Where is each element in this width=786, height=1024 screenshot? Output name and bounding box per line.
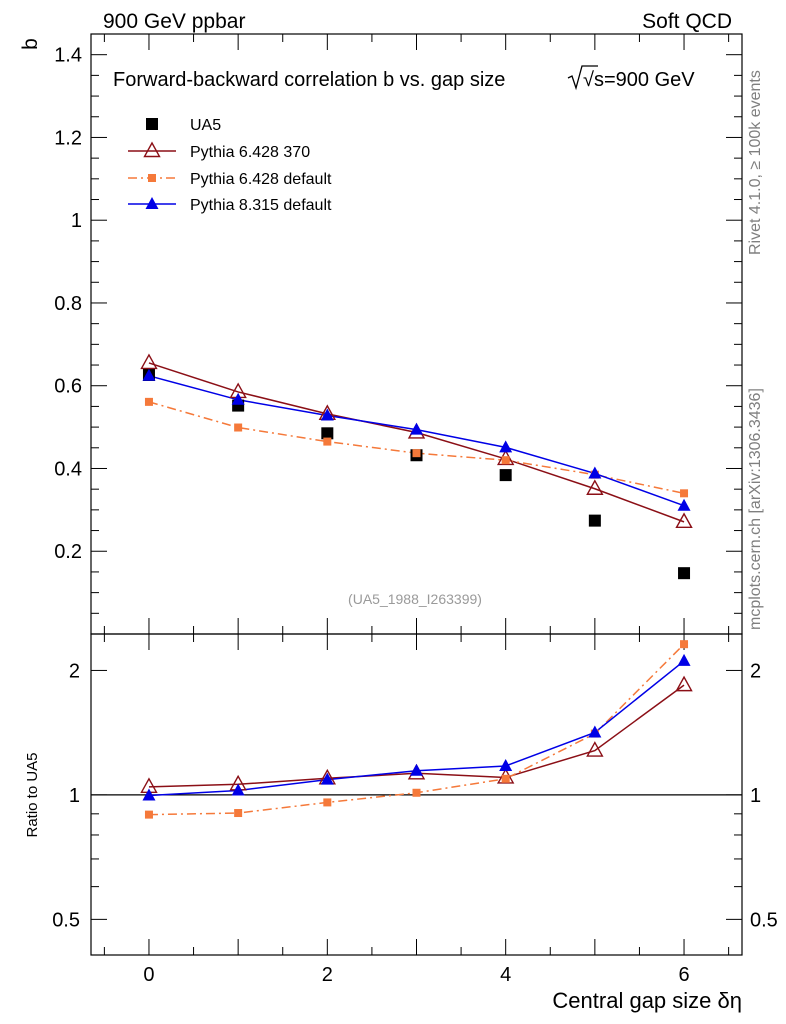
header-right-label: Soft QCD	[642, 10, 732, 33]
legend-marker-pythia-6-428-default	[148, 174, 156, 182]
ratio-point-pythia-6-428-370	[586, 741, 604, 757]
ratio-point-pythia-6-428-default	[144, 810, 153, 819]
ratio-point-pythia-8-315-default	[588, 725, 602, 738]
main-point-pythia-8-315-default	[231, 392, 245, 405]
main-y-tick-label: 1	[71, 210, 82, 232]
title-energy-group: √s=900 GeV	[567, 65, 695, 91]
x-tick-label: 6	[678, 964, 689, 986]
header-left-label: 900 GeV ppbar	[103, 10, 245, 33]
ratio-series	[140, 640, 693, 819]
sqrt-sign-icon	[567, 65, 598, 91]
main-panel: 0.2 0.4 0.6 0.8 1 1.2 1.4 0 Forward-backward co…	[54, 33, 743, 646]
main-point-pythia-8-315-default	[588, 466, 602, 479]
ratio-y-tick-label-left: 0.5	[52, 909, 80, 931]
x-tick-label: 0	[143, 964, 154, 986]
rivet-version-label: Rivet 4.1.0, ≥ 100k events	[747, 70, 764, 255]
main-point-pythia-6-428-default	[412, 449, 421, 458]
main-y-axis-title: b	[19, 38, 42, 50]
ratio-point-pythia-6-428-default	[501, 774, 510, 783]
main-y-tick-label-zero: 0	[71, 624, 82, 646]
x-tick-label: 4	[500, 964, 511, 986]
ratio-point-pythia-6-428-default	[680, 640, 689, 649]
main-point-pythia-8-315-default	[410, 422, 423, 435]
main-point-pythia-6-428-370	[675, 512, 693, 529]
main-point-ua5	[499, 469, 512, 482]
ratio-point-pythia-8-315-default	[320, 772, 334, 785]
main-point-pythia-6-428-default	[501, 456, 510, 465]
main-line-pythia-6-428-370	[148, 362, 685, 523]
main-plot-frame	[90, 33, 743, 635]
main-point-pythia-6-428-370	[140, 353, 158, 370]
legend-marker-pythia-8-315-default	[145, 197, 159, 209]
ratio-panel: 0 2 4 6 0.5 0.5 1 1 2 2	[52, 633, 778, 986]
ratio-y-tick-label-right: 2	[750, 660, 761, 682]
main-point-pythia-8-315-default	[499, 440, 513, 453]
main-point-pythia-8-315-default	[142, 368, 156, 381]
main-y-tick-label: 1.4	[54, 45, 82, 67]
x-tick-label: 2	[322, 964, 333, 986]
main-point-ua5	[588, 514, 601, 527]
legend-label-ua5: UA5	[190, 117, 221, 134]
ratio-point-pythia-8-315-default	[231, 783, 245, 796]
ratio-y-tick-label-left: 2	[69, 660, 80, 682]
legend-label-pythia-8-315-default: Pythia 8.315 default	[190, 197, 332, 214]
main-ticks: 0.2 0.4 0.6 0.8 1 1.2 1.4 0	[54, 33, 742, 646]
main-point-pythia-6-428-default	[234, 423, 243, 432]
main-point-pythia-6-428-default	[323, 437, 332, 446]
ratio-point-pythia-8-315-default	[142, 788, 156, 801]
ratio-y-tick-label-left: 1	[69, 785, 80, 807]
legend-marker-ua5	[146, 118, 158, 130]
main-point-pythia-6-428-370	[586, 479, 604, 495]
main-y-tick-label: 1.2	[54, 127, 82, 149]
main-y-tick-label: 0.8	[54, 293, 82, 315]
mcplots-label: mcplots.cern.ch [arXiv:1306.3436]	[747, 388, 764, 630]
ratio-point-pythia-6-428-default	[412, 788, 421, 797]
ratio-point-pythia-8-315-default	[499, 758, 513, 771]
ratio-y-tick-label-right: 1	[750, 785, 761, 807]
main-line-pythia-6-428-default	[148, 401, 685, 495]
x-axis-title: Central gap size δη	[552, 988, 742, 1013]
main-series	[140, 353, 693, 580]
ratio-point-pythia-6-428-default	[234, 809, 243, 818]
main-point-ua5	[321, 427, 334, 440]
ratio-ticks: 0 2 4 6 0.5 0.5 1 1 2 2	[52, 634, 778, 986]
main-y-tick-label: 0.6	[54, 376, 82, 398]
ratio-point-pythia-6-428-370	[675, 675, 693, 692]
legend-marker-pythia-6-428-370	[143, 141, 161, 158]
watermark: (UA5_1988_I263399)	[348, 591, 482, 607]
ratio-y-axis-title: Ratio to UA5	[24, 752, 41, 837]
main-point-pythia-6-428-default	[680, 489, 689, 498]
ratio-point-pythia-6-428-default	[323, 798, 332, 807]
ratio-y-tick-label-right: 0.5	[750, 909, 778, 931]
legend-label-pythia-6-428-default: Pythia 6.428 default	[190, 171, 332, 188]
main-point-ua5	[678, 567, 691, 580]
main-y-tick-label: 0.4	[54, 458, 82, 480]
main-y-tick-label: 0.2	[54, 541, 82, 563]
ratio-point-pythia-8-315-default	[410, 763, 423, 776]
main-line-pythia-8-315-default	[148, 375, 685, 507]
main-title-energy: √s=900 GeV	[583, 69, 695, 91]
legend-label-pythia-6-428-370: Pythia 6.428 370	[190, 144, 310, 161]
legend: UA5 Pythia 6.428 370 Pythia 6.428 default P…	[128, 117, 332, 214]
main-point-pythia-8-315-default	[320, 408, 334, 421]
main-title: Forward-backward correlation b vs. gap s…	[113, 69, 505, 91]
main-point-pythia-6-428-default	[144, 397, 153, 406]
main-point-pythia-8-315-default	[677, 498, 691, 511]
ratio-point-pythia-8-315-default	[677, 653, 691, 666]
